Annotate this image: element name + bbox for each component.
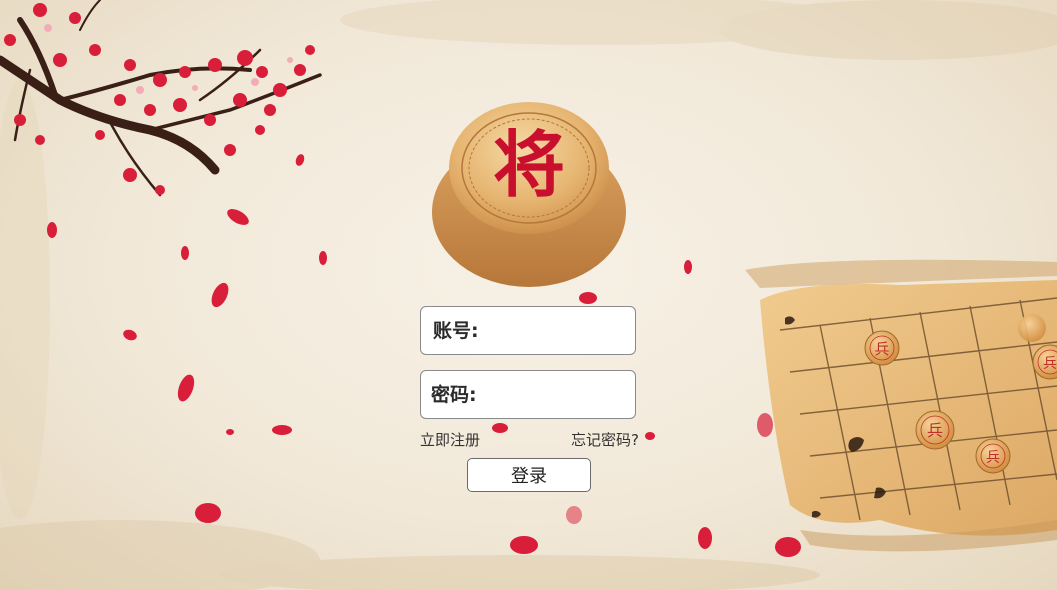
password-field[interactable]: 密码:	[420, 370, 636, 419]
logo-piece: 将	[469, 120, 589, 210]
account-label: 账号:	[433, 320, 479, 342]
board-piece-char: 兵	[986, 450, 1000, 466]
password-label: 密码:	[431, 384, 477, 406]
piece-character: 将	[492, 122, 565, 207]
board-piece-char: 兵	[1043, 356, 1057, 372]
account-field[interactable]: 账号:	[420, 306, 636, 355]
login-button[interactable]: 登录	[467, 458, 591, 492]
board-piece-char: 兵	[874, 340, 889, 358]
plum-blossom-branch	[0, 0, 322, 197]
account-input[interactable]	[499, 315, 633, 349]
password-input[interactable]	[495, 379, 633, 413]
board-piece: 兵	[975, 438, 1011, 474]
chessboard-decoration: 兵 兵 兵 兵	[745, 259, 1057, 552]
board-piece: 兵	[1032, 344, 1057, 380]
xiangqi-general-piece-icon	[432, 102, 626, 287]
board-piece: 兵	[915, 410, 955, 450]
register-link[interactable]: 立即注册	[420, 431, 481, 449]
forgot-password-link[interactable]: 忘记密码?	[571, 431, 639, 449]
falling-petals	[47, 154, 801, 557]
board-piece: 兵	[864, 330, 900, 366]
board-piece-char: 兵	[927, 421, 943, 440]
